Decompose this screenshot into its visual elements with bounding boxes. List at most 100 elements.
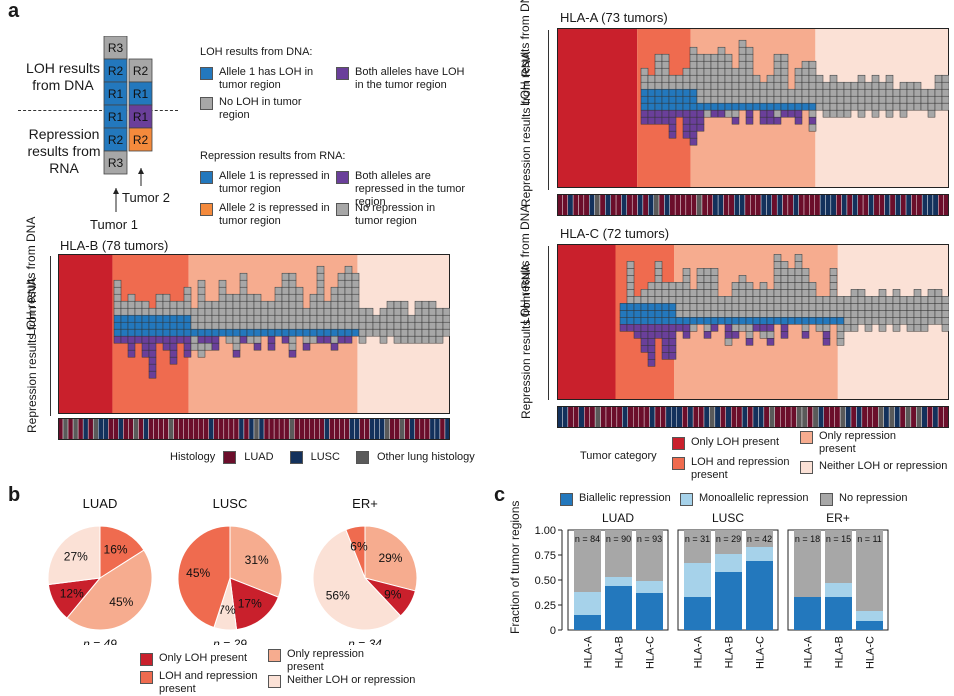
rna-cell [393,335,402,344]
dna-cell [710,81,719,90]
dna-cell [920,95,929,104]
dna-cell [316,300,325,309]
dna-cell [619,303,628,311]
dna-cell [759,310,768,318]
histology-cell [599,194,606,216]
dna-cell [337,293,346,302]
category-band [557,244,616,400]
dna-cell [703,268,712,276]
rna-cell [745,338,754,346]
dna-cell [724,60,733,69]
histology-cell [760,194,767,216]
dna-cell [934,95,943,104]
bar-segment [574,592,601,615]
rna-cell [302,342,311,351]
dna-cell [386,314,395,323]
dna-cell [428,307,437,316]
dna-cell [134,300,143,309]
histology-cell [796,406,803,428]
legend-rna-allele2: Allele 2 is repressed in tumor region [200,202,330,228]
dna-cell [640,289,649,297]
rna-cell [372,328,381,337]
bar-group-title: LUAD [602,511,634,525]
dna-cell [738,282,747,290]
histology-cell [857,194,864,216]
rna-cell [246,328,255,337]
dna-cell [787,95,796,104]
dna-cell [710,310,719,318]
rna-cell [654,331,663,339]
rna-cell [850,324,859,332]
rna-cell [120,328,129,337]
dna-cell [127,300,136,309]
histology-cell [830,194,837,216]
dna-cell [864,81,873,90]
bar-segment [794,597,821,630]
dna-cell [927,310,936,318]
dna-cell [414,321,423,330]
dna-cell [689,296,698,304]
dna-cell [127,307,136,316]
dna-cell [864,88,873,97]
rna-cell [127,349,136,358]
hla-a-title: HLA-A (73 tumors) [560,10,668,25]
dna-cell [661,303,670,311]
rna-cell [913,317,922,325]
dna-cell [155,321,164,330]
dna-cell [815,296,824,304]
histology-cell [600,406,607,428]
rna-cell [864,324,873,332]
cat-neither: Neither LOH or repression [800,460,950,474]
bar-segment [684,530,711,563]
histology-cell [905,194,912,216]
rna-cell [801,324,810,332]
rna-cell [675,324,684,332]
dna-cell [808,289,817,297]
dna-cell [225,307,234,316]
rna-cell [773,317,782,325]
dna-cell [717,88,726,97]
pie-n-label: n = 34 [348,637,382,645]
bar-category-label: HLA-C [645,636,657,669]
histology-cell [755,194,762,216]
dna-cell [183,300,192,309]
rna-cell [822,338,831,346]
dna-cell [640,303,649,311]
rna-cell [232,328,241,337]
rna-cell [703,317,712,325]
dna-cell [878,95,887,104]
dna-cell [344,279,353,288]
dna-cell [689,303,698,311]
rna-cell [668,123,677,132]
dna-cell [717,67,726,76]
histology-cell [927,194,934,216]
rna-cell [808,317,817,325]
rna-cell [822,109,831,118]
rna-cell [878,102,887,111]
rna-cell [829,109,838,118]
dna-cell [773,310,782,318]
dna-cell [752,310,761,318]
histology-cell [856,406,863,428]
rna-cell [141,342,150,351]
rna-cell [633,324,642,332]
rna-cell [253,328,262,337]
rna-cell [148,349,157,358]
pie-slice-label: 6% [350,539,368,553]
dna-cell [155,314,164,323]
dna-cell [941,74,949,83]
histology-cell [868,194,875,216]
dna-cell [337,300,346,309]
dna-cell [920,310,929,318]
histology-cell [616,406,623,428]
dna-cell [295,307,304,316]
rna-cell [647,338,656,346]
histology-cell [807,406,814,428]
dna-cell [794,289,803,297]
dna-cell [710,95,719,104]
rna-cell [843,317,852,325]
dna-cell [759,88,768,97]
rna-cell [358,328,367,337]
dna-cell [640,81,649,90]
dna-cell [934,289,943,297]
